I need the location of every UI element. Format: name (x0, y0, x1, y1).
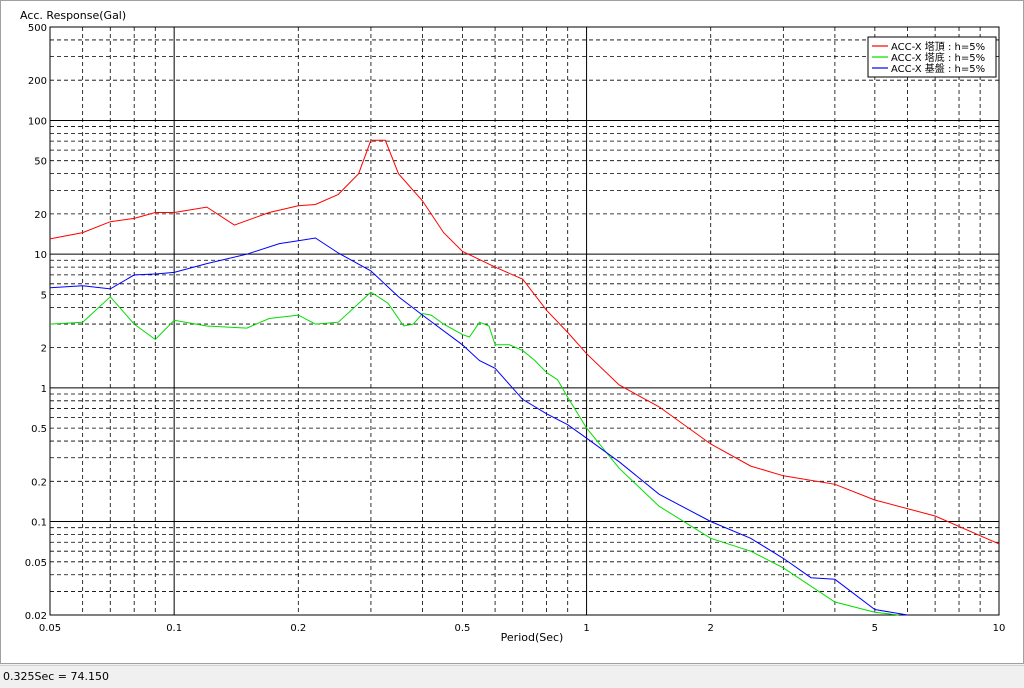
legend-label: ACC-X 基盤 : h=5% (891, 62, 985, 75)
y-tick-label: 0.5 (31, 424, 47, 435)
y-tick-label: 0.05 (25, 558, 47, 569)
series-lines (49, 139, 1000, 616)
x-tick-label: 10 (993, 623, 1006, 634)
y-tick-label: 0.1 (31, 518, 47, 529)
grid (49, 26, 1000, 616)
x-tick-labels: 0.05 0.1 0.2 0.5 1 2 5 10 (39, 623, 1006, 634)
legend-label: ACC-X 塔底 : h=5% (891, 51, 985, 64)
x-tick-label: 0.2 (290, 623, 306, 634)
x-tick-label: 0.5 (454, 623, 470, 634)
y-tick-label: 10 (34, 250, 47, 261)
plot-area-frame (49, 26, 1000, 616)
spectrum-chart[interactable]: Acc. Response(Gal) Period(Sec) 0.05 0.1 0.… (1, 1, 1024, 665)
x-tick-label: 5 (872, 623, 878, 634)
status-bar: 0.325Sec = 74.150 (0, 665, 1024, 688)
x-axis-title: Period(Sec) (501, 631, 564, 644)
y-tick-label: 20 (34, 210, 47, 221)
chart-window: Acc. Response(Gal) Period(Sec) 0.05 0.1 0.… (0, 0, 1024, 664)
series-line-1 (49, 139, 1000, 545)
status-readout: 0.325Sec = 74.150 (3, 670, 109, 683)
y-tick-label: 500 (28, 23, 47, 34)
y-tick-label: 5 (41, 290, 47, 301)
legend-label: ACC-X 塔頂 : h=5% (891, 40, 985, 53)
y-tick-label: 1 (41, 384, 47, 395)
series-line-3 (49, 237, 908, 616)
x-tick-label: 0.1 (166, 623, 182, 634)
legend-box (867, 36, 997, 78)
legend: ACC-X 塔頂 : h=5%ACC-X 塔底 : h=5%ACC-X 基盤 :… (867, 36, 997, 78)
y-tick-label: 50 (34, 157, 47, 168)
x-tick-label: 2 (708, 623, 714, 634)
y-tick-labels: 0.02 0.05 0.1 0.2 0.5 1 2 5 10 20 50 100 200 500 (25, 23, 47, 622)
series-line-2 (49, 291, 899, 616)
x-tick-label: 0.05 (39, 623, 61, 634)
y-tick-label: 2 (41, 344, 47, 355)
y-tick-label: 0.02 (25, 611, 47, 622)
y-tick-label: 100 (28, 116, 47, 127)
x-tick-label: 1 (583, 623, 589, 634)
y-tick-label: 200 (28, 76, 47, 87)
y-axis-title: Acc. Response(Gal) (20, 9, 126, 22)
y-tick-label: 0.2 (31, 477, 47, 488)
